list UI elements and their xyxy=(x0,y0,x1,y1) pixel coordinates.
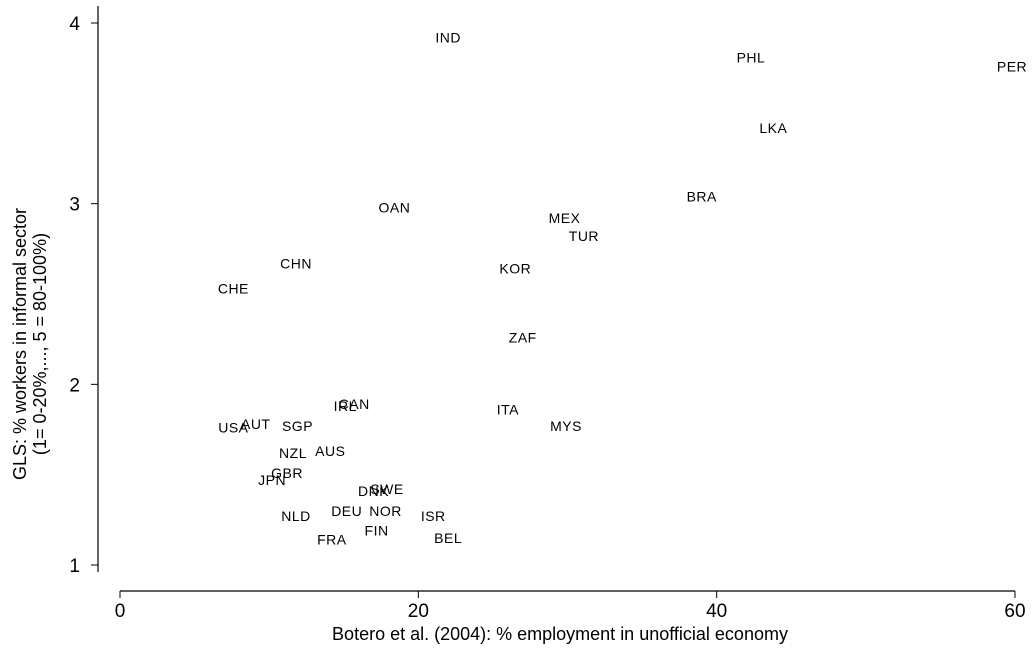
point-label-oan: OAN xyxy=(379,199,411,215)
point-label-mex: MEX xyxy=(549,210,581,226)
point-label-gbr: GBR xyxy=(271,465,303,481)
point-label-lka: LKA xyxy=(759,120,787,136)
x-tick-label: 60 xyxy=(1004,601,1025,622)
point-label-isr: ISR xyxy=(421,508,446,524)
point-label-sgp: SGP xyxy=(282,418,313,434)
point-label-irl: IRL xyxy=(334,398,357,414)
point-label-dnk: DNK xyxy=(358,483,389,499)
x-axis-title: Botero et al. (2004): % employment in un… xyxy=(332,624,788,644)
x-tick-label: 40 xyxy=(706,601,727,622)
ticks: 0 20 40 60 1 2 3 4 xyxy=(69,14,1025,622)
point-label-aut: AUT xyxy=(241,416,271,432)
point-label-can: CAN xyxy=(339,396,370,412)
x-tick-label: 0 xyxy=(115,601,126,622)
point-label-deu: DEU xyxy=(331,503,362,519)
y-tick-label: 3 xyxy=(69,195,80,216)
point-label-fra: FRA xyxy=(317,532,347,548)
y-axis-title-line1: GLS: % workers in informal sector xyxy=(10,208,30,480)
point-label-che: CHE xyxy=(218,281,249,297)
point-label-bra: BRA xyxy=(687,188,717,204)
point-label-ind: IND xyxy=(435,29,461,45)
point-label-chn: CHN xyxy=(280,255,312,271)
point-label-per: PER xyxy=(997,58,1027,74)
y-tick-label: 2 xyxy=(69,375,80,396)
y-axis-title-line2: (1= 0-20%,..., 5 = 80-100%) xyxy=(30,233,50,455)
point-label-zaf: ZAF xyxy=(509,329,537,345)
point-label-aus: AUS xyxy=(315,443,345,459)
point-label-usa: USA xyxy=(218,420,248,436)
point-label-tur: TUR xyxy=(569,228,599,244)
point-label-bel: BEL xyxy=(434,530,462,546)
axes xyxy=(97,6,1015,592)
x-tick-label: 20 xyxy=(408,601,429,622)
point-label-mys: MYS xyxy=(550,418,582,434)
y-tick-label: 1 xyxy=(69,556,80,577)
point-label-fin: FIN xyxy=(365,523,389,539)
point-label-ita: ITA xyxy=(497,402,519,418)
point-label-kor: KOR xyxy=(499,261,531,277)
point-label-swe: SWE xyxy=(370,481,403,497)
point-label-nor: NOR xyxy=(369,503,402,519)
y-axis-title: GLS: % workers in informal sector (1= 0-… xyxy=(10,208,50,480)
point-label-nld: NLD xyxy=(281,508,311,524)
point-label-nzl: NZL xyxy=(279,445,307,461)
point-label-phl: PHL xyxy=(737,49,766,65)
y-tick-label: 4 xyxy=(69,14,80,35)
point-label-jpn: JPN xyxy=(258,472,286,488)
